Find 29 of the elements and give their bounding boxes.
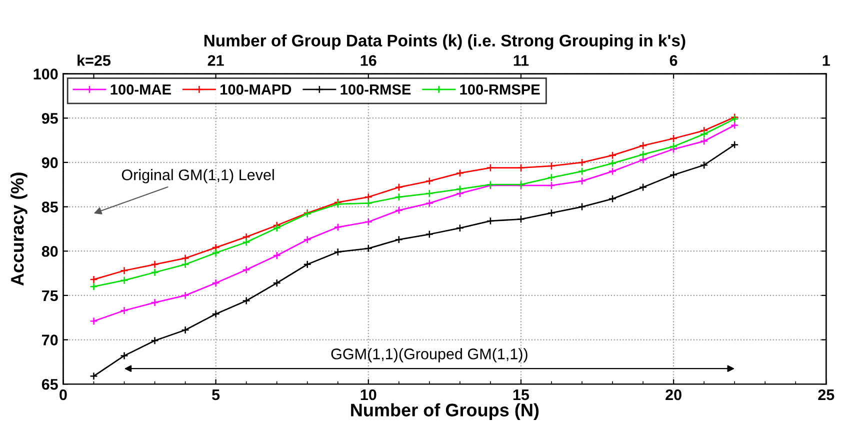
x2-tick-label: 21: [208, 55, 224, 66]
y-tick-label: 80: [42, 246, 58, 257]
legend-label: 100-RMSE: [340, 84, 411, 95]
legend-label: 100-MAPD: [220, 84, 292, 95]
legend-label: 100-MAE: [110, 84, 171, 95]
y-axis-title: Accuracy (%): [10, 172, 28, 286]
x2-tick-label: 6: [670, 55, 678, 66]
x-tick-label: 5: [212, 390, 220, 400]
y-tick-label: 75: [42, 290, 58, 302]
x-tick-label: 25: [818, 389, 834, 400]
x2-tick-label: 11: [514, 55, 529, 66]
y-tick-label: 90: [42, 157, 58, 168]
x2-tick-label: 16: [360, 55, 376, 66]
y-tick-label: 95: [42, 112, 58, 124]
x2-tick-label: k=25: [78, 54, 111, 66]
y-tick-label: 85: [42, 202, 58, 212]
x2-axis-title: Number of Group Data Points (k) (i.e. Strong Grouping in k's): [204, 34, 686, 50]
x2-tick-label: 1: [822, 55, 830, 66]
x-tick-label: 20: [666, 389, 682, 400]
x-tick-label: 15: [513, 390, 530, 400]
x-axis-title: Number of Groups (N): [351, 403, 539, 420]
x-tick-label: 0: [60, 389, 67, 400]
y-tick-label: 100: [34, 68, 58, 80]
annotation: GGM(1,1)(Grouped GM(1,1)): [331, 348, 528, 362]
y-tick-label: 65: [42, 378, 58, 390]
x-tick-label: 10: [360, 389, 376, 400]
annotation: Original GM(1,1) Level: [122, 169, 274, 184]
legend-label: 100-RMSPE: [460, 84, 540, 95]
y-tick-label: 70: [42, 334, 58, 346]
